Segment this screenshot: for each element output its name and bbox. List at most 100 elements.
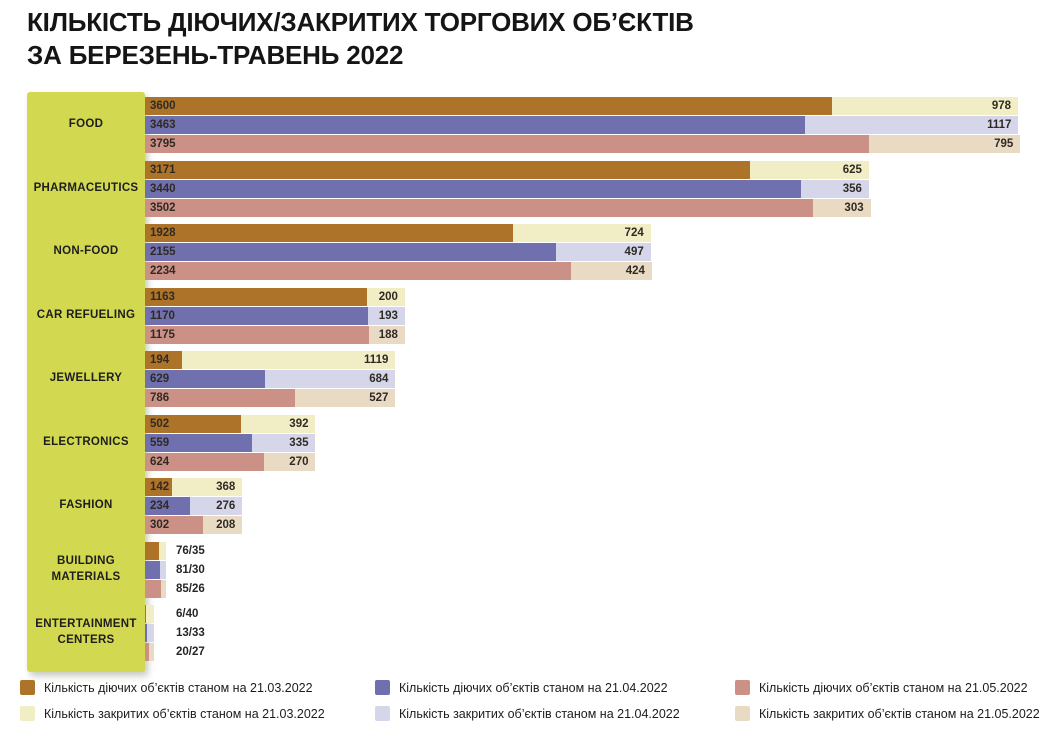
category-label-text: NON-FOOD <box>53 245 119 258</box>
category-label-pharmaceutics: PHARMACEUTICS <box>27 161 145 217</box>
value-label-combined: 85/26 <box>176 582 205 595</box>
bar-row-21.03.2022: 1163 200 <box>145 287 1040 306</box>
value-label-open: 502 <box>150 417 170 430</box>
legend-item: Кількість закритих об’єктів станом на 21… <box>20 706 325 721</box>
bar-segment-closed <box>147 624 154 642</box>
value-label-closed: 424 <box>625 265 645 277</box>
value-label-open: 624 <box>150 455 170 468</box>
bar-row-21.04.2022: 1170 193 <box>145 306 1040 325</box>
category-label-text: JEWELLERY <box>49 372 123 385</box>
value-label-closed: 684 <box>369 373 389 385</box>
value-label-closed: 208 <box>216 519 236 531</box>
value-label-closed: 368 <box>216 481 236 493</box>
bar-row-21.04.2022: 234 276 <box>145 497 1040 515</box>
legend-swatch-open-2105 <box>735 680 750 695</box>
bar-group-food: 3600 978 3463 1117 3795 795 <box>145 97 1040 153</box>
category-label-text: ENTERTAINMENT CENTERS <box>35 618 137 646</box>
bar-segment-open <box>145 287 367 306</box>
bar-group-fashion: 142 368 234 276 302 208 <box>145 478 1040 534</box>
bar-segment-open <box>145 243 556 261</box>
category-label-text: ELECTRONICS <box>43 435 129 448</box>
value-label-combined: 13/33 <box>176 627 205 639</box>
bar-row-21.04.2022: 3440 356 <box>145 179 1040 198</box>
value-label-closed: 193 <box>378 309 398 322</box>
plot-area: 3600 978 3463 1117 3795 795 3171 625 3440 356 3502… <box>145 97 1040 669</box>
bar-row-21.04.2022: 3463 1117 <box>145 116 1040 134</box>
value-label-closed: 724 <box>624 227 644 239</box>
bar-segment-closed <box>571 262 652 280</box>
category-label-text: PHARMACEUTICS <box>33 181 139 194</box>
category-label-car-refueling: CAR REFUELING <box>27 288 145 344</box>
bar-row-21.05.2022: 786 527 <box>145 389 1040 407</box>
bar-row-21.05.2022: 302 208 <box>145 516 1040 534</box>
legend-item: Кількість закритих об’єктів станом на 21… <box>375 706 680 721</box>
bar-segment-closed <box>240 414 316 433</box>
bar-row-21.03.2022: 502 392 <box>145 414 1040 433</box>
bar-row-21.03.2022: 3600 978 <box>145 97 1040 115</box>
legend-label: Кількість діючих об’єктів станом на 21.0… <box>759 680 1028 695</box>
bar-segment-open <box>145 351 182 369</box>
bar-group-entertainment-centers: 6/40 13/33 20/27 <box>145 605 1040 661</box>
value-label-closed: 795 <box>994 138 1014 150</box>
category-label-electronics: ELECTRONICS <box>27 415 145 471</box>
bar-segment-closed <box>749 160 869 179</box>
bar-segment-open <box>145 643 149 661</box>
bar-row-21.03.2022: 194 1119 <box>145 351 1040 369</box>
bar-group-pharmaceutics: 3171 625 3440 356 3502 303 <box>145 160 1040 217</box>
bar-row-21.04.2022: 559 335 <box>145 433 1040 452</box>
value-label-closed: 200 <box>378 290 398 303</box>
bar-segment-open <box>145 198 813 217</box>
category-label-food: FOOD <box>27 97 145 153</box>
value-label-closed: 356 <box>842 182 862 195</box>
bar-segment-closed <box>202 516 243 534</box>
value-label-closed: 270 <box>289 455 309 468</box>
bar-segment-open <box>145 605 147 623</box>
bar-segment-closed <box>801 179 869 198</box>
value-label-open: 786 <box>150 392 170 404</box>
legend-column-2105: Кількість діючих об’єктів станом на 21.0… <box>735 680 1040 721</box>
category-label-text: BUILDING MATERIALS <box>51 554 121 583</box>
value-label-open: 559 <box>150 436 170 449</box>
category-label-jewellery: JEWELLERY <box>27 351 145 407</box>
value-label-open: 234 <box>150 500 170 512</box>
value-label-open: 2234 <box>150 265 176 277</box>
bar-segment-closed <box>161 579 167 598</box>
bar-segment-closed <box>805 116 1019 134</box>
bar-segment-open <box>145 516 203 534</box>
legend-swatch-closed-2103 <box>20 706 35 721</box>
bar-segment-closed <box>148 643 154 661</box>
value-label-open: 629 <box>150 373 170 385</box>
bar-row-21.03.2022: 1928 724 <box>145 224 1040 242</box>
bar-group-building-materials: 76/35 81/30 85/26 <box>145 541 1040 598</box>
value-label-open: 3171 <box>150 163 176 176</box>
legend-item: Кількість закритих об’єктів станом на 21… <box>735 706 1040 721</box>
bar-segment-open <box>145 560 161 579</box>
value-label-open: 2155 <box>150 246 176 258</box>
bar-segment-closed <box>555 243 651 261</box>
bar-segment-open <box>145 97 832 115</box>
bar-segment-closed <box>368 306 405 325</box>
value-label-closed: 625 <box>842 163 862 176</box>
bar-row-21.04.2022: 13/33 <box>145 624 1040 642</box>
bar-segment-open <box>145 224 513 242</box>
legend-column-2103: Кількість діючих об’єктів станом на 21.0… <box>20 680 325 721</box>
bar-segment-closed <box>251 433 316 452</box>
bar-row-21.05.2022: 1175 188 <box>145 325 1040 344</box>
bar-segment-closed <box>812 198 871 217</box>
bar-row-21.05.2022: 3795 795 <box>145 135 1040 153</box>
bar-row-21.03.2022: 76/35 <box>145 541 1040 560</box>
legend-swatch-open-2103 <box>20 680 35 695</box>
legend-item: Кількість діючих об’єктів станом на 21.0… <box>375 680 680 695</box>
bar-segment-closed <box>172 478 243 496</box>
value-label-closed: 978 <box>991 100 1012 112</box>
bar-segment-open <box>145 497 190 515</box>
bar-row-21.05.2022: 20/27 <box>145 643 1040 661</box>
bar-segment-closed <box>369 325 405 344</box>
value-label-combined: 76/35 <box>176 544 205 557</box>
legend-swatch-open-2104 <box>375 680 390 695</box>
bar-segment-open <box>145 389 295 407</box>
value-label-open: 3600 <box>150 100 176 112</box>
legend-label: Кількість закритих об’єктів станом на 21… <box>44 706 325 721</box>
value-label-open: 3795 <box>150 138 176 150</box>
value-label-open: 194 <box>150 354 170 366</box>
